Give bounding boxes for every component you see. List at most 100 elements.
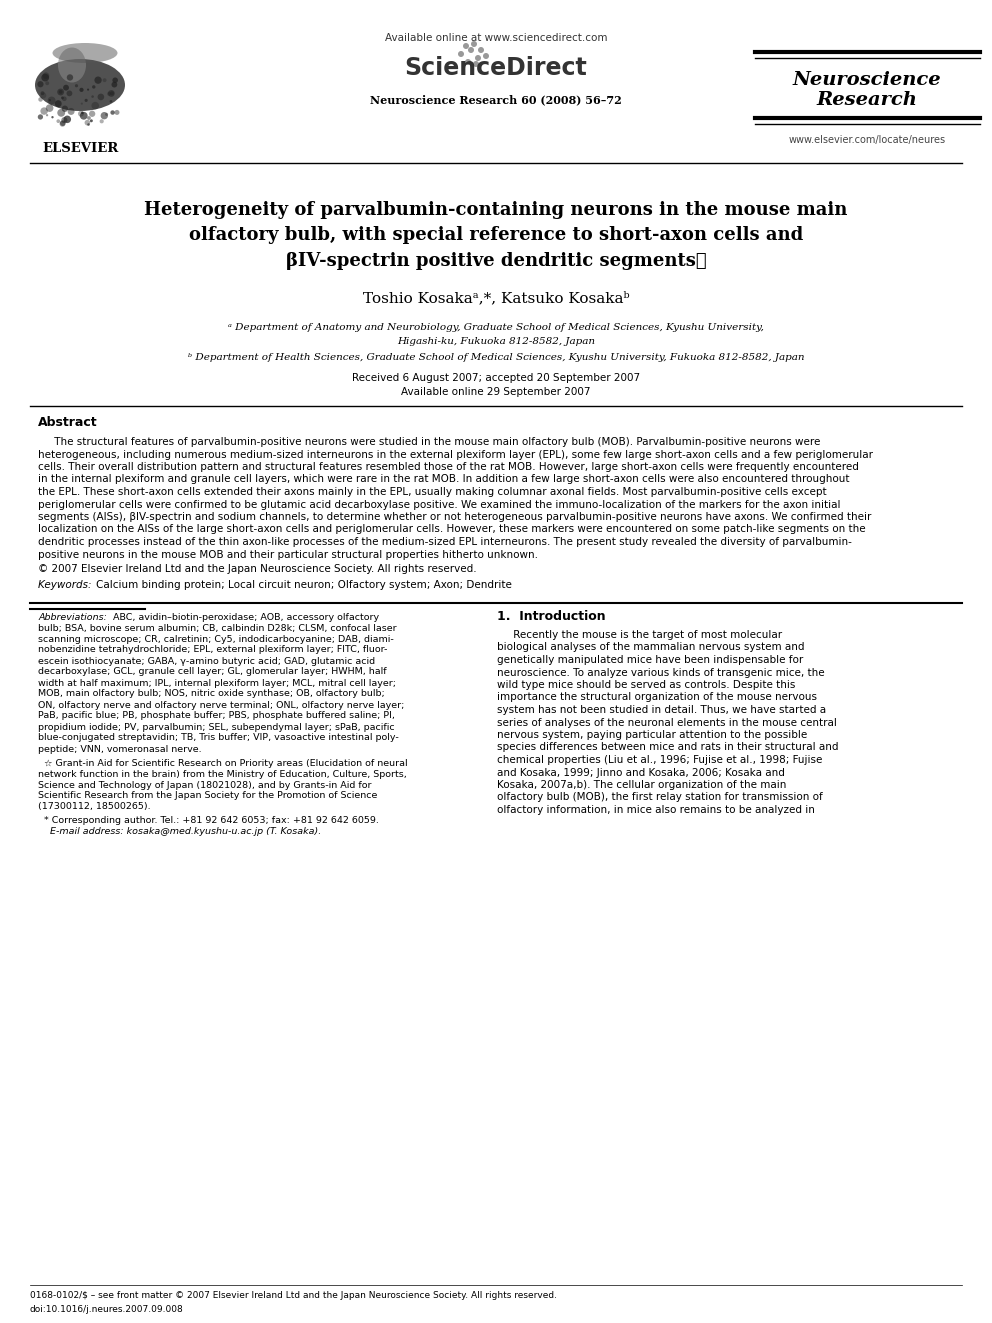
- Ellipse shape: [100, 112, 108, 119]
- Text: and Kosaka, 1999; Jinno and Kosaka, 2006; Kosaka and: and Kosaka, 1999; Jinno and Kosaka, 2006…: [497, 767, 785, 778]
- Ellipse shape: [105, 112, 108, 116]
- Ellipse shape: [38, 81, 44, 87]
- Text: peptide; VNN, vomeronasal nerve.: peptide; VNN, vomeronasal nerve.: [38, 745, 201, 754]
- Ellipse shape: [465, 60, 471, 65]
- Ellipse shape: [46, 81, 50, 85]
- Ellipse shape: [74, 85, 78, 87]
- Ellipse shape: [91, 102, 99, 110]
- Text: The structural features of parvalbumin-positive neurons were studied in the mous: The structural features of parvalbumin-p…: [38, 437, 820, 447]
- Ellipse shape: [46, 105, 54, 112]
- Ellipse shape: [483, 53, 489, 60]
- Text: ELSEVIER: ELSEVIER: [42, 142, 118, 155]
- Text: wild type mice should be served as controls. Despite this: wild type mice should be served as contr…: [497, 680, 796, 691]
- Text: network function in the brain) from the Ministry of Education, Culture, Sports,: network function in the brain) from the …: [38, 770, 407, 779]
- Ellipse shape: [53, 44, 117, 64]
- Text: © 2007 Elsevier Ireland Ltd and the Japan Neuroscience Society. All rights reser: © 2007 Elsevier Ireland Ltd and the Japa…: [38, 564, 476, 574]
- Ellipse shape: [90, 119, 93, 122]
- Text: Abstract: Abstract: [38, 415, 97, 429]
- Ellipse shape: [79, 112, 87, 119]
- Ellipse shape: [110, 110, 115, 115]
- Ellipse shape: [471, 41, 477, 48]
- Ellipse shape: [111, 82, 117, 87]
- Text: genetically manipulated mice have been indispensable for: genetically manipulated mice have been i…: [497, 655, 804, 665]
- Text: species differences between mice and rats in their structural and: species differences between mice and rat…: [497, 742, 838, 753]
- Text: positive neurons in the mouse MOB and their particular structural properties hit: positive neurons in the mouse MOB and th…: [38, 549, 538, 560]
- Ellipse shape: [62, 116, 67, 123]
- Ellipse shape: [57, 119, 61, 123]
- Ellipse shape: [463, 44, 469, 49]
- Ellipse shape: [41, 107, 48, 115]
- Text: the EPL. These short-axon cells extended their axons mainly in the EPL, usually : the EPL. These short-axon cells extended…: [38, 487, 826, 497]
- Ellipse shape: [58, 89, 64, 95]
- Text: E-mail address: kosaka@med.kyushu-u.ac.jp (T. Kosaka).: E-mail address: kosaka@med.kyushu-u.ac.j…: [38, 827, 321, 836]
- Ellipse shape: [94, 77, 102, 83]
- Ellipse shape: [59, 90, 62, 94]
- Text: bulb; BSA, bovine serum albumin; CB, calbindin D28k; CLSM, confocal laser: bulb; BSA, bovine serum albumin; CB, cal…: [38, 623, 397, 632]
- Text: * Corresponding author. Tel.: +81 92 642 6053; fax: +81 92 642 6059.: * Corresponding author. Tel.: +81 92 642…: [38, 816, 379, 826]
- Ellipse shape: [35, 60, 125, 111]
- Text: propidium iodide; PV, parvalbumin; SEL, subependymal layer; sPaB, pacific: propidium iodide; PV, parvalbumin; SEL, …: [38, 722, 395, 732]
- Ellipse shape: [89, 111, 95, 116]
- Ellipse shape: [112, 78, 118, 83]
- Text: system has not been studied in detail. Thus, we have started a: system has not been studied in detail. T…: [497, 705, 826, 714]
- Ellipse shape: [475, 56, 481, 61]
- Text: Neuroscience: Neuroscience: [793, 71, 941, 89]
- Text: ABC, avidin–biotin-peroxidase; AOB, accessory olfactory: ABC, avidin–biotin-peroxidase; AOB, acce…: [110, 613, 379, 622]
- Text: ScienceDirect: ScienceDirect: [405, 56, 587, 79]
- Ellipse shape: [62, 97, 63, 99]
- Ellipse shape: [91, 95, 94, 98]
- Ellipse shape: [62, 97, 66, 101]
- Ellipse shape: [80, 103, 83, 105]
- Ellipse shape: [478, 48, 484, 53]
- Ellipse shape: [46, 114, 49, 116]
- Text: Calcium binding protein; Local circuit neuron; Olfactory system; Axon; Dendrite: Calcium binding protein; Local circuit n…: [96, 579, 512, 590]
- Text: Received 6 August 2007; accepted 20 September 2007: Received 6 August 2007; accepted 20 Sept…: [352, 373, 640, 382]
- Ellipse shape: [67, 108, 74, 115]
- Ellipse shape: [110, 101, 112, 103]
- Ellipse shape: [110, 91, 114, 95]
- Text: Heterogeneity of parvalbumin-containing neurons in the mouse main: Heterogeneity of parvalbumin-containing …: [144, 201, 848, 220]
- Text: ᵃ Department of Anatomy and Neurobiology, Graduate School of Medical Sciences, K: ᵃ Department of Anatomy and Neurobiology…: [228, 324, 764, 332]
- Ellipse shape: [81, 111, 83, 114]
- Text: Keywords:: Keywords:: [38, 579, 98, 590]
- Text: Kosaka, 2007a,b). The cellular organization of the main: Kosaka, 2007a,b). The cellular organizat…: [497, 781, 787, 790]
- Text: width at half maximum; IPL, internal plexiform layer; MCL, mitral cell layer;: width at half maximum; IPL, internal ple…: [38, 679, 396, 688]
- Text: Science and Technology of Japan (18021028), and by Grants-in Aid for: Science and Technology of Japan (1802102…: [38, 781, 371, 790]
- Text: chemical properties (Liu et al., 1996; Fujise et al., 1998; Fujise: chemical properties (Liu et al., 1996; F…: [497, 755, 822, 765]
- Ellipse shape: [473, 61, 479, 67]
- Text: biological analyses of the mammalian nervous system and: biological analyses of the mammalian ner…: [497, 643, 805, 652]
- Text: olfactory information, in mice also remains to be analyzed in: olfactory information, in mice also rema…: [497, 804, 814, 815]
- Text: MOB, main olfactory bulb; NOS, nitric oxide synthase; OB, olfactory bulb;: MOB, main olfactory bulb; NOS, nitric ox…: [38, 689, 385, 699]
- Text: βIV-spectrin positive dendritic segments☆: βIV-spectrin positive dendritic segments…: [286, 251, 706, 270]
- Text: in the internal plexiform and granule cell layers, which were rare in the rat MO: in the internal plexiform and granule ce…: [38, 475, 849, 484]
- Text: escein isothiocyanate; GABA, γ-amino butyric acid; GAD, glutamic acid: escein isothiocyanate; GABA, γ-amino but…: [38, 656, 375, 665]
- Text: cells. Their overall distribution pattern and structural features resembled thos: cells. Their overall distribution patter…: [38, 462, 859, 472]
- Text: scanning microscope; CR, calretinin; Cy5, indodicarbocyanine; DAB, diami-: scanning microscope; CR, calretinin; Cy5…: [38, 635, 394, 643]
- Text: (17300112, 18500265).: (17300112, 18500265).: [38, 802, 151, 811]
- Text: segments (AISs), βIV-spectrin and sodium channels, to determine whether or not h: segments (AISs), βIV-spectrin and sodium…: [38, 512, 871, 523]
- Text: olfactory bulb, with special reference to short-axon cells and: olfactory bulb, with special reference t…: [188, 226, 804, 243]
- Ellipse shape: [78, 111, 84, 116]
- Ellipse shape: [84, 120, 90, 126]
- Text: ☆ Grant-in Aid for Scientific Research on Priority areas (Elucidation of neural: ☆ Grant-in Aid for Scientific Research o…: [38, 759, 408, 769]
- Text: olfactory bulb (MOB), the first relay station for transmission of: olfactory bulb (MOB), the first relay st…: [497, 792, 822, 803]
- Ellipse shape: [43, 73, 50, 79]
- Ellipse shape: [107, 91, 111, 95]
- Ellipse shape: [108, 90, 115, 97]
- Ellipse shape: [42, 74, 49, 82]
- Text: doi:10.1016/j.neures.2007.09.008: doi:10.1016/j.neures.2007.09.008: [30, 1304, 184, 1314]
- Ellipse shape: [84, 99, 87, 102]
- Ellipse shape: [66, 74, 73, 81]
- Text: PaB, pacific blue; PB, phosphate buffer; PBS, phosphate buffered saline; PI,: PaB, pacific blue; PB, phosphate buffer;…: [38, 712, 395, 721]
- Text: Scientific Research from the Japan Society for the Promotion of Science: Scientific Research from the Japan Socie…: [38, 791, 377, 800]
- Ellipse shape: [58, 108, 65, 116]
- Text: Research: Research: [816, 91, 918, 108]
- Ellipse shape: [39, 97, 43, 102]
- Ellipse shape: [458, 52, 464, 57]
- Text: decarboxylase; GCL, granule cell layer; GL, glomerular layer; HWHM, half: decarboxylase; GCL, granule cell layer; …: [38, 668, 387, 676]
- Ellipse shape: [52, 116, 54, 118]
- Text: Higashi-ku, Fukuoka 812-8582, Japan: Higashi-ku, Fukuoka 812-8582, Japan: [397, 337, 595, 347]
- Ellipse shape: [41, 91, 45, 95]
- Ellipse shape: [102, 78, 106, 82]
- Text: Available online at www.sciencedirect.com: Available online at www.sciencedirect.co…: [385, 33, 607, 44]
